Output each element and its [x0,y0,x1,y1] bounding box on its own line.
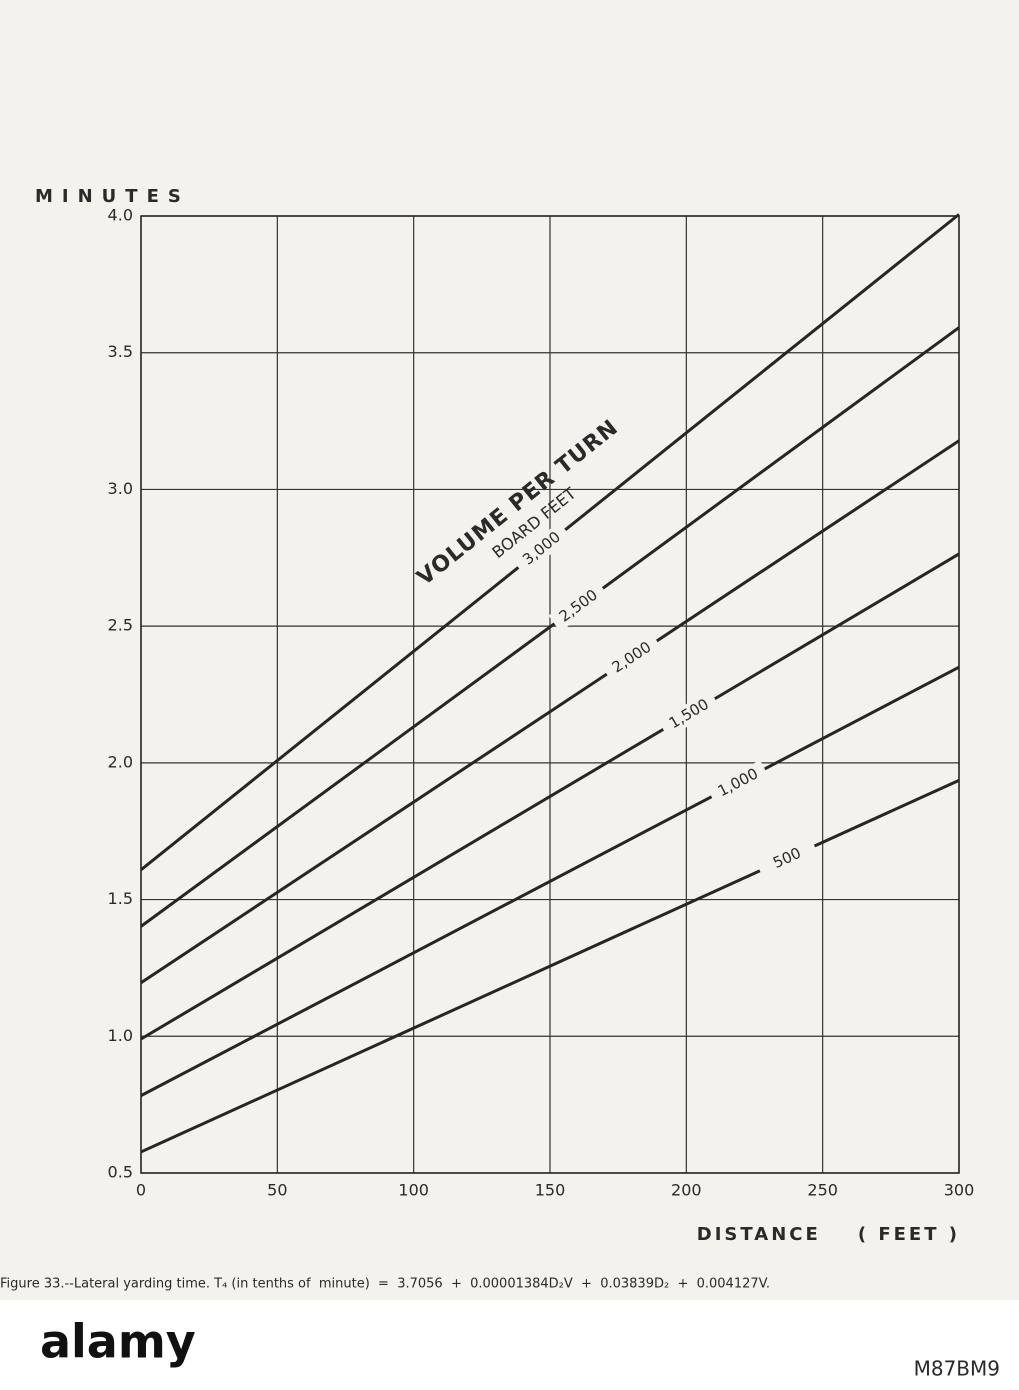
series-line [140,439,960,984]
y-tick-label: 4.0 [108,206,133,225]
watermark-logo: alamy [40,1315,196,1369]
y-tick-label: 0.5 [108,1163,133,1182]
x-tick-label: 300 [944,1181,975,1200]
series-label-bg [512,522,572,576]
watermark-id: M87BM9 [914,1357,1000,1381]
x-tick-label: 250 [807,1181,838,1200]
y-tick-label: 3.5 [108,342,133,361]
plot-frame [140,215,960,1174]
series-label-bg [548,580,609,632]
x-tick-label: 100 [398,1181,429,1200]
x-tick-label: 200 [671,1181,702,1200]
x-axis-title: DISTANCE ( FEET ) [697,1224,960,1245]
series-line [140,778,960,1154]
x-tick-label: 50 [267,1181,287,1200]
x-tick-label: 0 [136,1181,146,1200]
series-label-bg [755,836,819,880]
series-line [140,665,960,1097]
caption: Figure 33.--Lateral yarding time. T₄ (in… [0,1277,770,1292]
series-label-bg [706,760,770,806]
y-tick-label: 2.0 [108,752,133,771]
series-label-bg [601,632,663,683]
series-line [140,552,960,1041]
y-tick-label: 1.5 [108,889,133,908]
y-tick-label: 1.0 [108,1026,133,1045]
y-tick-label: 2.5 [108,616,133,635]
x-tick-label: 150 [535,1181,566,1200]
series-line [140,326,960,928]
y-axis-title: MINUTES [35,186,190,207]
series-label-bg [658,690,720,738]
y-tick-label: 3.0 [108,479,133,498]
